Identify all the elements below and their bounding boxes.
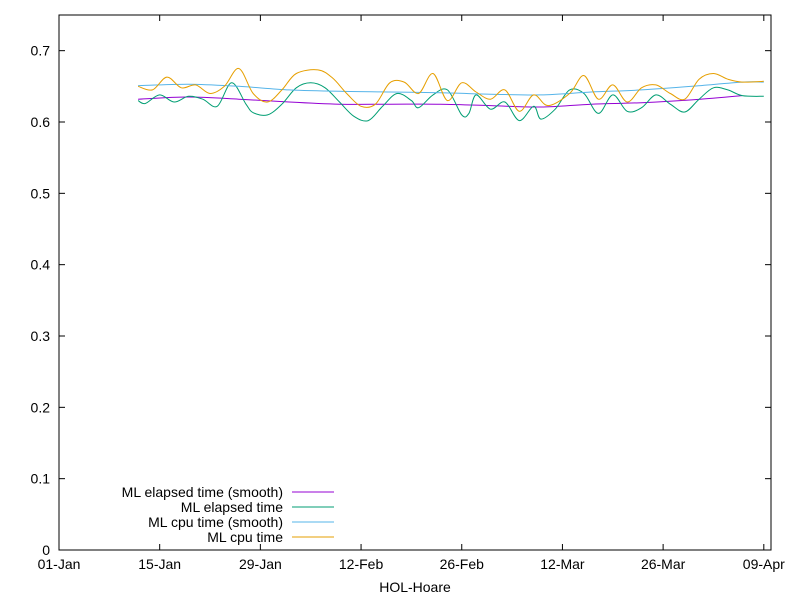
legend-label: ML elapsed time bbox=[181, 499, 283, 515]
y-axis: 0 0.1 0.2 0.3 0.4 0.5 0.6 0.7 bbox=[31, 43, 771, 558]
legend-label: ML elapsed time (smooth) bbox=[122, 484, 283, 500]
x-tick-label: 01-Jan bbox=[38, 556, 81, 572]
y-tick-label: 0.6 bbox=[31, 114, 51, 130]
series-line-4 bbox=[137, 68, 764, 112]
y-tick-label: 0.1 bbox=[31, 471, 51, 487]
series-line-3 bbox=[138, 81, 764, 96]
series-line-1 bbox=[138, 95, 743, 108]
y-tick-label: 0.2 bbox=[31, 399, 51, 415]
series-layer bbox=[137, 68, 764, 122]
x-axis-label: HOL-Hoare bbox=[379, 579, 451, 595]
legend-label: ML cpu time bbox=[207, 529, 283, 545]
x-tick-label: 12-Feb bbox=[339, 556, 384, 572]
legend: ML elapsed time (smooth)ML elapsed timeM… bbox=[122, 484, 334, 545]
legend-label: ML cpu time (smooth) bbox=[148, 514, 283, 530]
x-tick-label: 29-Jan bbox=[239, 556, 282, 572]
x-tick-label: 09-Apr bbox=[743, 556, 785, 572]
y-tick-label: 0.4 bbox=[31, 257, 51, 273]
y-tick-label: 0.5 bbox=[31, 185, 51, 201]
plot-area-frame bbox=[58, 14, 772, 551]
x-axis: 01-Jan 15-Jan 29-Jan 12-Feb 26-Feb 12-Mar 26-M… bbox=[38, 15, 785, 572]
x-tick-label: 15-Jan bbox=[138, 556, 181, 572]
y-tick-label: 0 bbox=[42, 542, 50, 558]
x-tick-label: 12-Mar bbox=[540, 556, 585, 572]
x-tick-label: 26-Mar bbox=[641, 556, 686, 572]
y-tick-label: 0.7 bbox=[31, 43, 51, 59]
series-line-2 bbox=[137, 82, 764, 122]
y-tick-label: 0.3 bbox=[31, 328, 51, 344]
x-tick-label: 26-Feb bbox=[440, 556, 485, 572]
